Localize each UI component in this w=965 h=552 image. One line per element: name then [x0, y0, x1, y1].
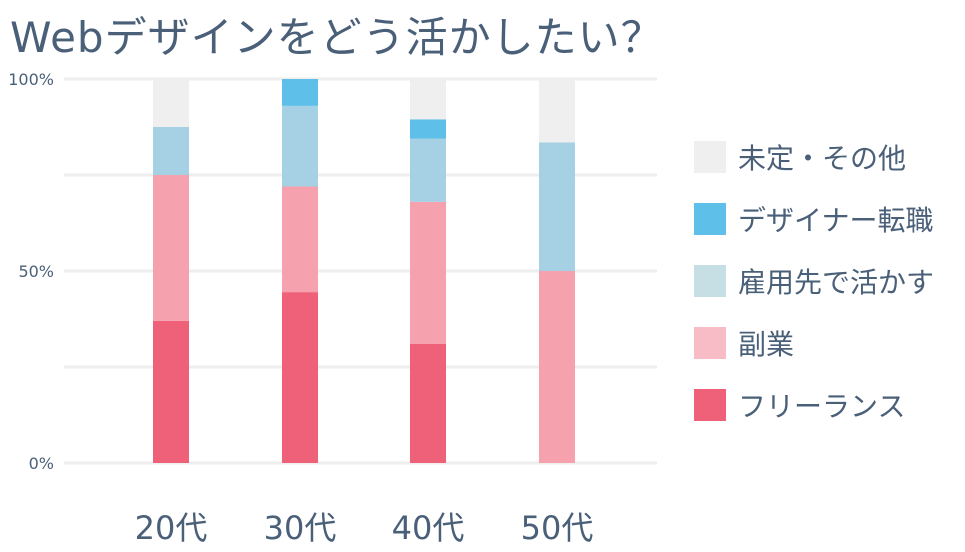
legend-item: フリーランス [694, 374, 934, 436]
bar-segment [410, 201, 446, 344]
x-tick-label: 40代 [392, 509, 465, 547]
bar-segment [539, 271, 575, 463]
x-tick-label: 30代 [264, 509, 337, 547]
legend-swatch [694, 327, 726, 359]
bar-segment [410, 138, 446, 202]
bar-segment [539, 142, 575, 271]
bar-segment [153, 175, 189, 321]
legend-swatch [694, 203, 726, 235]
legend-swatch [694, 265, 726, 297]
x-axis-ticks: 20代 30代 40代 50代 [135, 509, 594, 547]
chart-title: Webデザインをどう活かしたい？ [10, 13, 664, 62]
y-tick-label: 0% [29, 454, 54, 473]
bar-segment [153, 320, 189, 463]
x-tick-label: 50代 [521, 509, 594, 547]
bar-segment [153, 127, 189, 175]
legend-item: 副業 [694, 312, 934, 374]
bar-segment [153, 79, 189, 127]
legend-label: フリーランス [738, 390, 906, 423]
legend-label: 雇用先で活かす [738, 266, 935, 299]
bar-segment [282, 292, 318, 463]
legend-swatch [694, 389, 726, 421]
bar-segment [539, 79, 575, 143]
bar-segment [282, 79, 318, 106]
y-tick-label: 50% [18, 262, 54, 281]
bar-segment [410, 79, 446, 120]
legend-item: 未定・その他 [694, 126, 934, 188]
y-tick-label: 100% [8, 70, 54, 89]
bar-segment [282, 105, 318, 187]
y-axis-ticks: 0% 50% 100% [8, 70, 54, 473]
legend-label: 副業 [738, 328, 795, 361]
legend-swatch [694, 141, 726, 173]
bar-segment [410, 343, 446, 463]
legend-label: 未定・その他 [738, 142, 907, 175]
bar-segment [410, 119, 446, 139]
legend: 未定・その他 デザイナー転職 雇用先で活かす 副業フリーランス [694, 126, 934, 436]
legend-label: デザイナー転職 [738, 204, 934, 237]
x-tick-label: 20代 [135, 509, 208, 547]
legend-item: 雇用先で活かす [694, 250, 934, 312]
bar-segment [282, 186, 318, 293]
bars [153, 79, 575, 463]
legend-item: デザイナー転職 [694, 188, 934, 250]
